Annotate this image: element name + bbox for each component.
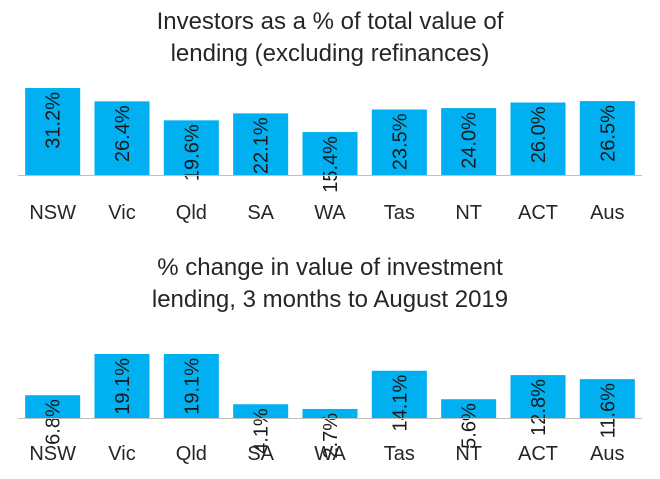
bar-tas [371, 109, 427, 175]
x-tick-label-wa: WA [314, 443, 346, 465]
x-tick-label-qld: Qld [176, 443, 207, 465]
data-label-wa: 15.4% [320, 136, 342, 193]
chart-title-line-1: Investors as a % of total value of [156, 8, 504, 35]
x-tick-label-qld: Qld [176, 202, 207, 224]
chart-title-line-2: lending, 3 months to August 2019 [151, 286, 509, 313]
x-tick-label-sa: SA [247, 202, 274, 224]
chart-title: Investors as a % of total value of lendi… [0, 6, 660, 70]
bar-sa [233, 113, 289, 175]
chart-title: % change in value of investment lending,… [0, 252, 660, 316]
bar-nt [441, 399, 497, 418]
bar-aus [579, 101, 635, 175]
x-tick-label-vic: Vic [108, 202, 135, 224]
bar-qld [163, 354, 219, 418]
bar-qld [163, 120, 219, 175]
data-label-vic: 26.4% [112, 105, 134, 162]
bar-wa [302, 408, 358, 418]
investor-share-chart: Investors as a % of total value of lendi… [0, 0, 660, 236]
data-label-aus: 11.6% [597, 383, 619, 438]
x-tick-label-nsw: NSW [29, 202, 76, 224]
x-tick-label-sa: SA [247, 443, 274, 465]
x-tick-label-nt: NT [455, 443, 482, 465]
data-label-vic: 19.1% [112, 358, 134, 415]
x-tick-label-nsw: NSW [29, 443, 76, 465]
x-tick-label-act: ACT [518, 443, 558, 465]
bar-chart-plot: 6.8%NSW 19.1% Vic 19.1% Qld 4.1%SA 2.7%WA 14.1%… [18, 354, 642, 465]
x-tick-label-tas: Tas [384, 443, 415, 465]
data-label-aus: 26.5% [597, 105, 619, 162]
bar-nsw [25, 88, 81, 175]
x-tick-label-tas: Tas [384, 202, 415, 224]
data-label-sa: 4.1% [251, 408, 273, 454]
bar-sa [233, 404, 289, 418]
bar-tas [371, 370, 427, 418]
data-label-nsw: 31.2% [43, 92, 65, 149]
data-label-qld: 19.1% [181, 358, 203, 415]
x-tick-label-vic: Vic [108, 443, 135, 465]
bar-nsw [25, 395, 81, 418]
data-label-act: 12.8% [528, 379, 550, 436]
bar-wa [302, 132, 358, 175]
bar-act [510, 102, 566, 175]
data-label-tas: 14.1% [389, 375, 411, 432]
x-tick-label-nt: NT [455, 202, 482, 224]
x-tick-label-wa: WA [314, 202, 346, 224]
data-label-qld: 19.6% [181, 124, 203, 181]
data-label-nsw: 6.8% [43, 399, 65, 445]
data-label-wa: 2.7% [320, 413, 342, 459]
bar-act [510, 375, 566, 418]
bar-vic [94, 354, 150, 418]
chart-title-line-1: % change in value of investment [157, 254, 503, 281]
data-label-sa: 22.1% [251, 117, 273, 174]
data-label-nt: 5.6% [459, 403, 481, 449]
bar-vic [94, 101, 150, 175]
x-tick-label-act: ACT [518, 202, 558, 224]
data-label-act: 26.0% [528, 106, 550, 163]
bar-aus [579, 379, 635, 418]
x-tick-label-aus: Aus [590, 202, 624, 224]
data-label-tas: 23.5% [389, 113, 411, 170]
x-tick-label-aus: Aus [590, 443, 624, 465]
data-label-nt: 24.0% [459, 112, 481, 169]
bar-nt [441, 108, 497, 175]
bar-chart-plot: 31.2% NSW 26.4% Vic 19.6% Qld 22.1% SA 15.4% WA 23… [18, 88, 642, 224]
chart-title-line-2: lending (excluding refinances) [170, 40, 490, 67]
investment-change-chart: % change in value of investment lending,… [0, 250, 660, 479]
